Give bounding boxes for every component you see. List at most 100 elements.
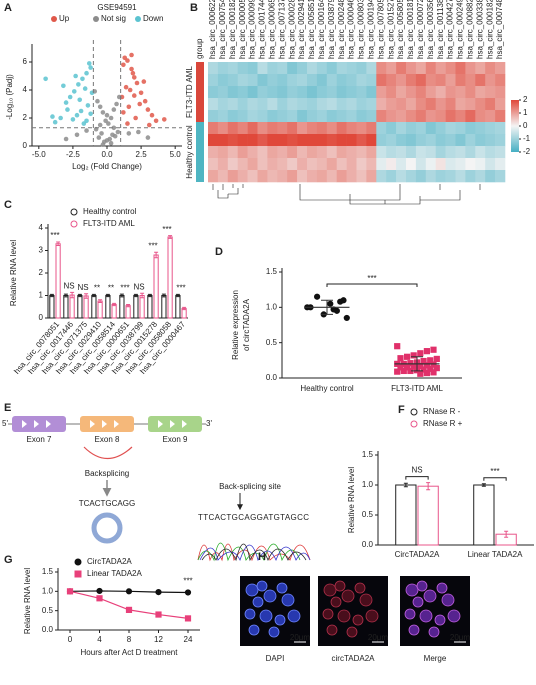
x-tick-label: 12 bbox=[154, 635, 163, 644]
marker bbox=[430, 346, 437, 353]
error-bar bbox=[112, 302, 117, 307]
column-label: hsa_circ_0001946 bbox=[366, 0, 375, 59]
heatmap-cell bbox=[455, 110, 466, 123]
heatmap-cell bbox=[475, 134, 486, 147]
cell bbox=[281, 593, 295, 607]
marker bbox=[417, 370, 424, 377]
heatmap-cell bbox=[336, 170, 347, 183]
heatmap-cell bbox=[326, 74, 337, 87]
image-label: DAPI bbox=[266, 654, 285, 663]
heatmap-cell bbox=[316, 62, 328, 75]
heatmap-cell bbox=[287, 122, 298, 135]
scale-bar-label: 20μm bbox=[450, 633, 471, 642]
point bbox=[88, 65, 93, 70]
heatmap-cell bbox=[406, 170, 417, 183]
bar bbox=[161, 295, 167, 319]
heatmap-cell bbox=[208, 146, 219, 159]
marker bbox=[74, 558, 82, 566]
y-tick-label: 1.5 bbox=[362, 450, 374, 459]
heatmap-cell bbox=[247, 110, 258, 123]
heatmap-cell bbox=[346, 122, 357, 135]
cell bbox=[423, 589, 437, 603]
y-axis-label: -Log₁₀ (Padj) bbox=[5, 74, 14, 120]
point bbox=[85, 103, 91, 108]
heatmap-cell bbox=[366, 170, 377, 183]
y-tick-label: 1.0 bbox=[266, 302, 278, 311]
bar bbox=[55, 243, 61, 319]
heatmap-cell bbox=[366, 98, 377, 111]
bracket bbox=[326, 283, 418, 287]
point bbox=[142, 98, 148, 104]
marker bbox=[184, 615, 192, 622]
column-label: hsa_circ_0003381 bbox=[475, 0, 484, 59]
annotation: NS bbox=[133, 282, 144, 291]
y-tick-label: 0.5 bbox=[42, 606, 54, 615]
heatmap-cell bbox=[415, 86, 427, 99]
point bbox=[76, 82, 81, 87]
x-tick-label: -2.5 bbox=[66, 150, 80, 159]
point bbox=[122, 55, 128, 61]
heatmap-cell bbox=[267, 146, 278, 159]
point bbox=[52, 119, 58, 125]
point bbox=[100, 142, 106, 147]
annotation: *** bbox=[176, 283, 185, 292]
heatmap-cell bbox=[307, 86, 318, 99]
heatmap-cell bbox=[356, 134, 367, 147]
error-bar bbox=[105, 293, 110, 298]
heatmap-cell bbox=[208, 122, 219, 135]
point bbox=[145, 107, 151, 112]
heatmap-cell bbox=[217, 122, 229, 135]
chromatogram bbox=[197, 542, 301, 562]
heatmap-cell bbox=[237, 74, 248, 87]
column-label: hsa_circ_0008039 bbox=[357, 0, 366, 59]
legend-swatch bbox=[51, 16, 57, 22]
heatmap-cell bbox=[257, 122, 268, 135]
heatmap-cell bbox=[277, 62, 288, 75]
heatmap-cell bbox=[495, 134, 506, 147]
marker bbox=[427, 357, 434, 364]
bar bbox=[119, 295, 125, 319]
heatmap-cell bbox=[435, 134, 446, 147]
point bbox=[50, 114, 55, 119]
column-label: hsa_circ_0002490 bbox=[456, 0, 465, 59]
heatmap-cell bbox=[475, 98, 486, 111]
heatmap-cell bbox=[396, 98, 407, 111]
sanger-sequence: TTCACTGCAGGATGTAGCC bbox=[198, 513, 310, 522]
heatmap-cell bbox=[356, 146, 367, 159]
panel-letter: G bbox=[4, 554, 13, 566]
heatmap-cell bbox=[366, 146, 377, 159]
annotation: *** bbox=[490, 467, 499, 476]
heatmap-cell bbox=[336, 62, 347, 75]
colorbar-label: -2 bbox=[523, 147, 531, 156]
point bbox=[78, 108, 84, 114]
point bbox=[97, 122, 103, 128]
heatmap-cell bbox=[297, 146, 308, 159]
point bbox=[136, 129, 141, 135]
cell bbox=[274, 614, 286, 626]
column-label: hsa_circ_0003568 bbox=[426, 0, 435, 59]
annotation: *** bbox=[367, 274, 376, 283]
marker bbox=[420, 366, 427, 373]
column-label: hsa_circ_0008827 bbox=[465, 0, 474, 59]
heatmap-cell bbox=[475, 86, 486, 99]
error-bar bbox=[56, 241, 61, 247]
heatmap-cell bbox=[307, 158, 318, 171]
heatmap-cell bbox=[346, 74, 357, 87]
heatmap-cell bbox=[445, 122, 456, 135]
heatmap-cell bbox=[287, 134, 298, 147]
legend-label: Up bbox=[59, 14, 70, 23]
heatmap-cell bbox=[386, 122, 397, 135]
heatmap-cell bbox=[396, 134, 407, 147]
heatmap-cell bbox=[495, 62, 506, 75]
error-bar bbox=[126, 304, 131, 308]
point bbox=[149, 112, 155, 118]
marker bbox=[410, 352, 417, 359]
heatmap-cell bbox=[326, 134, 337, 147]
y-tick-label: 0.0 bbox=[362, 540, 374, 549]
heatmap-cell bbox=[277, 134, 288, 147]
annotation: *** bbox=[120, 283, 129, 292]
x-tick-label: CircTADA2A bbox=[395, 550, 440, 559]
point bbox=[145, 135, 151, 140]
heatmap-cell bbox=[485, 122, 496, 135]
cell bbox=[252, 596, 264, 608]
